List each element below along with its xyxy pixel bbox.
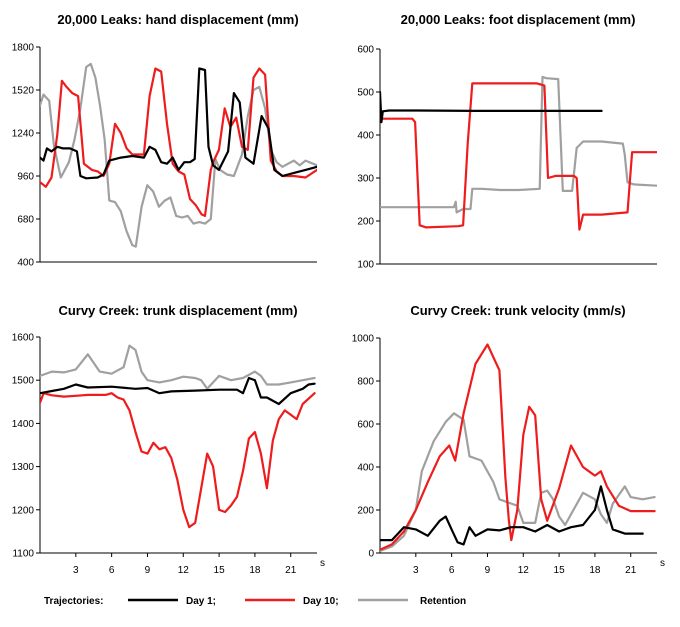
y-tick-label: 100: [357, 260, 374, 271]
x-tick-label: 9: [145, 565, 151, 576]
y-tick-label: 1600: [12, 333, 35, 344]
x-tick-label: 18: [589, 565, 601, 576]
series-line-retention: [40, 62, 317, 248]
y-tick-label: 1200: [12, 505, 35, 516]
y-tick-label: 600: [357, 45, 374, 56]
y-tick-label: 1800: [12, 43, 35, 54]
series-line-day1: [40, 67, 317, 180]
series-line-day1: [380, 90, 603, 124]
chart-title: Curvy Creek: trunk displacement (mm): [58, 303, 297, 318]
y-tick-label: 1100: [12, 549, 34, 560]
series-line-day10: [380, 343, 656, 551]
panel-foot-displacement: 20,000 Leaks: foot displacement (mm) 100 2…: [357, 12, 657, 271]
x-tick-label: 6: [449, 565, 455, 576]
x-tick-label: 15: [214, 565, 226, 576]
series-line-day10: [40, 392, 316, 529]
y-tick-label: 960: [17, 172, 34, 183]
x-tick-label: 18: [249, 565, 261, 576]
y-tick-label: 300: [357, 174, 374, 185]
series-line-day1: [40, 376, 316, 406]
x-axis-unit: s: [320, 558, 325, 569]
y-tick-label: 200: [357, 506, 374, 517]
y-tick-label: 200: [357, 217, 374, 228]
chart-title: 20,000 Leaks: hand displacement (mm): [57, 12, 298, 27]
panel-trunk-displacement: Curvy Creek: trunk displacement (mm) 1100…: [12, 303, 325, 576]
y-tick-label: 800: [357, 377, 374, 388]
panel-hand-displacement: 20,000 Leaks: hand displacement (mm) 400 6…: [12, 12, 317, 269]
y-tick-label: 600: [357, 420, 374, 431]
series-line-day1: [380, 485, 644, 546]
x-tick-label: 6: [109, 565, 115, 576]
y-tick-label: 1000: [352, 334, 375, 345]
panel-trunk-velocity: Curvy Creek: trunk velocity (mm/s) 0 200 40…: [352, 303, 665, 576]
legend-item-day10: Day 10;: [303, 596, 339, 607]
chart-title: Curvy Creek: trunk velocity (mm/s): [410, 303, 625, 318]
x-tick-label: 3: [73, 565, 79, 576]
y-tick-label: 1520: [12, 86, 35, 97]
y-tick-label: 400: [17, 258, 34, 269]
legend-item-retention: Retention: [420, 596, 466, 607]
y-tick-label: 400: [357, 463, 374, 474]
series-line-retention: [40, 344, 316, 390]
x-tick-label: 9: [485, 565, 491, 576]
x-tick-label: 12: [518, 565, 530, 576]
series-line-retention: [380, 412, 656, 552]
x-axis-unit: s: [660, 558, 665, 569]
series-line-retention: [380, 75, 657, 214]
x-tick-label: 21: [625, 565, 637, 576]
legend-label: Trajectories:: [44, 596, 103, 607]
y-tick-label: 0: [368, 549, 374, 560]
x-tick-label: 15: [554, 565, 566, 576]
x-tick-label: 12: [178, 565, 190, 576]
series-line-day10: [380, 82, 657, 231]
y-tick-label: 1240: [12, 129, 35, 140]
series-line-day10: [40, 67, 317, 217]
x-tick-label: 3: [413, 565, 419, 576]
y-tick-label: 500: [357, 88, 374, 99]
y-tick-label: 1300: [12, 462, 35, 473]
x-tick-label: 21: [285, 565, 297, 576]
y-tick-label: 680: [17, 215, 34, 226]
legend: Trajectories: Day 1; Day 10; Retention: [44, 596, 466, 607]
y-tick-label: 1500: [12, 376, 35, 387]
legend-item-day1: Day 1;: [186, 596, 216, 607]
chart-title: 20,000 Leaks: foot displacement (mm): [401, 12, 636, 27]
y-tick-label: 1400: [12, 419, 35, 430]
y-tick-label: 400: [357, 131, 374, 142]
